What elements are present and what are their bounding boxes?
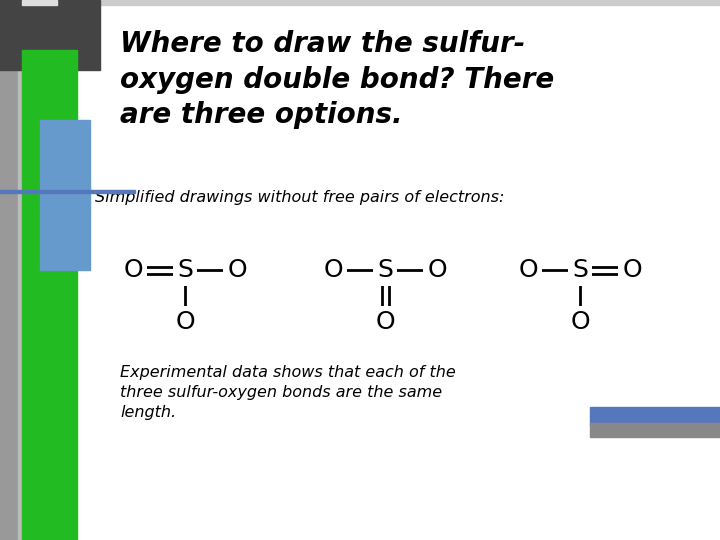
Bar bbox=[22, 50, 77, 540]
Text: Experimental data shows that each of the
three sulfur-oxygen bonds are the same
: Experimental data shows that each of the… bbox=[120, 365, 456, 420]
Text: S: S bbox=[572, 258, 588, 282]
Bar bbox=[0, 0, 100, 70]
Bar bbox=[0, 190, 135, 193]
Text: O: O bbox=[228, 258, 247, 282]
Bar bbox=[22, 0, 57, 5]
Text: S: S bbox=[177, 258, 193, 282]
Bar bbox=[590, 407, 720, 425]
Text: O: O bbox=[323, 258, 343, 282]
Text: S: S bbox=[377, 258, 393, 282]
Bar bbox=[590, 423, 720, 437]
Bar bbox=[40, 120, 90, 270]
Text: Simplified drawings without free pairs of electrons:: Simplified drawings without free pairs o… bbox=[95, 190, 505, 205]
Text: O: O bbox=[518, 258, 538, 282]
Text: Where to draw the sulfur-
oxygen double bond? There
are three options.: Where to draw the sulfur- oxygen double … bbox=[120, 30, 554, 130]
Bar bbox=[18, 0, 28, 540]
Text: O: O bbox=[375, 310, 395, 334]
Text: O: O bbox=[622, 258, 642, 282]
Text: O: O bbox=[175, 310, 195, 334]
Text: O: O bbox=[427, 258, 447, 282]
Bar bbox=[0, 0, 720, 5]
Bar bbox=[0, 0, 18, 540]
Text: O: O bbox=[570, 310, 590, 334]
Text: O: O bbox=[123, 258, 143, 282]
